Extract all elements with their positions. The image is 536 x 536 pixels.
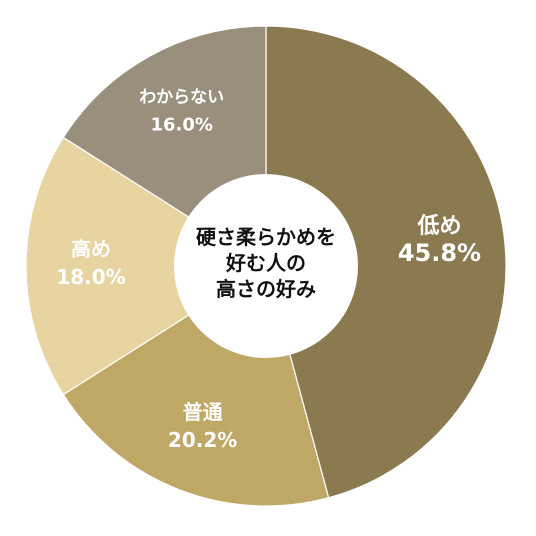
slice-label-value-0: 45.8% — [398, 239, 481, 267]
slice-label-category-1: 普通 — [183, 400, 223, 424]
center-hole — [174, 174, 358, 358]
slice-label-value-3: 16.0% — [150, 115, 212, 136]
chart-title-line-0: 硬さ柔らかめを — [196, 225, 336, 249]
slice-label-category-3: わからない — [139, 88, 224, 108]
slice-label-category-2: 高め — [71, 237, 111, 261]
slice-2 — [25, 136, 268, 396]
chart-title-line-2: 高さの好み — [216, 277, 316, 301]
slice-label-category-0: 低め — [416, 214, 461, 239]
slice-0 — [265, 25, 507, 499]
slice-label-value-1: 20.2% — [168, 428, 237, 452]
slice-label-value-2: 18.0% — [56, 265, 125, 289]
chart-title-line-1: 好む人の — [225, 251, 306, 275]
chart-title: 硬さ柔らかめを好む人の高さの好み — [196, 225, 336, 301]
